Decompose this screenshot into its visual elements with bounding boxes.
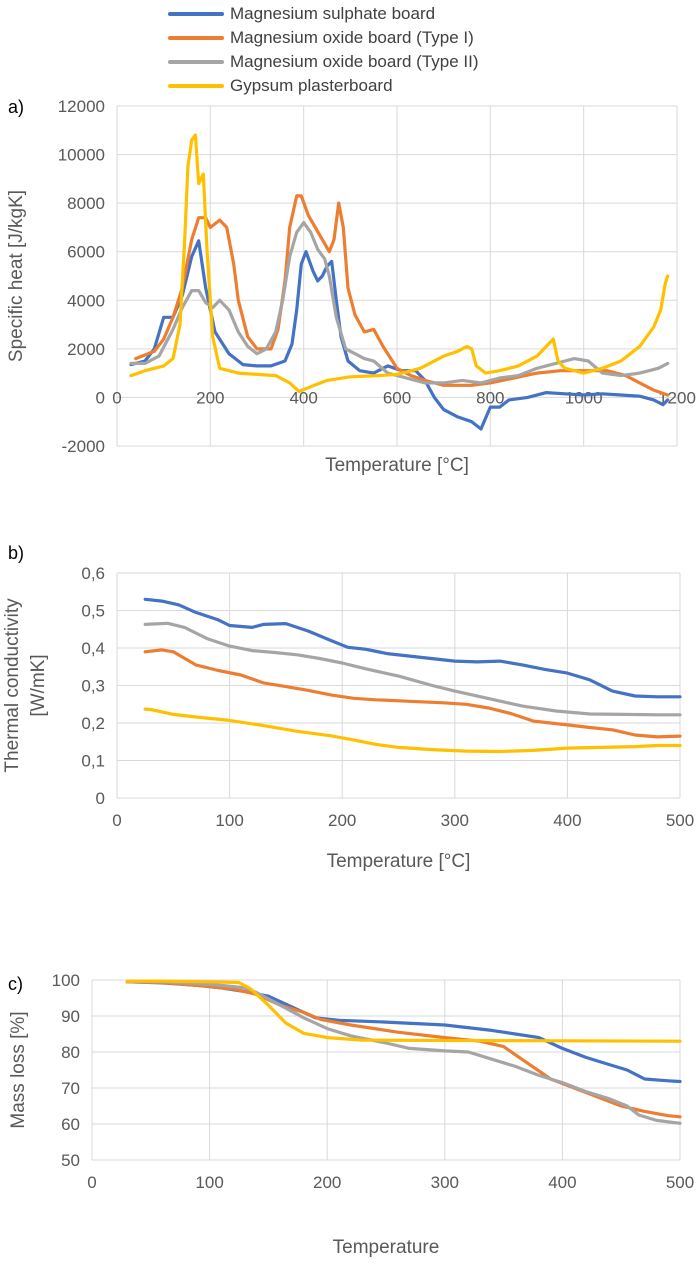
- legend-label-oxide-type2: Magnesium oxide board (Type II): [230, 52, 479, 71]
- panel-a-y-axis-title: Specific heat [J/kgK]: [6, 190, 27, 362]
- panel-a-series-line-gypsum: [129, 133, 670, 393]
- panel-a-label: a): [8, 97, 24, 117]
- panel-c-xtick-label: 200: [313, 1173, 341, 1192]
- panel-c-y-axis-title: Mass loss [%]: [8, 1011, 29, 1128]
- legend-item-gypsum: Gypsum plasterboard: [168, 74, 479, 98]
- legend-label-oxide-type1: Magnesium oxide board (Type I): [230, 28, 474, 47]
- legend-swatch-gypsum: [168, 84, 224, 88]
- legend-item-oxide-type2: Magnesium oxide board (Type II): [168, 50, 479, 74]
- panel-c-label: c): [8, 974, 23, 994]
- legend-label-sulphate: Magnesium sulphate board: [230, 4, 436, 23]
- panel-b-xtick-label: 300: [441, 811, 469, 830]
- panel-a-series-line-oxide-type1: [134, 194, 670, 397]
- panel-b-x-axis-title: Temperature [°C]: [327, 851, 471, 872]
- panel-c-x-axis-title: Temperature: [333, 1237, 440, 1258]
- panel-b-y-axis-title-line-2: [W/mK]: [28, 654, 49, 716]
- panel-b-ytick-label: 0: [96, 789, 105, 808]
- panel-a-xtick-label: 200: [196, 388, 224, 407]
- panel-c-ytick-label: 60: [61, 1115, 80, 1134]
- panel-c-ytick-label: 50: [61, 1151, 80, 1170]
- panel-b-xtick-label: 0: [112, 811, 121, 830]
- panel-b-y-axis-title-line-1: Thermal conductivity: [2, 598, 23, 773]
- panel-c-xtick-label: 300: [431, 1173, 459, 1192]
- panel-a-ytick-label: 6000: [67, 243, 105, 262]
- panel-a-ytick-label: 10000: [58, 146, 105, 165]
- legend-label-gypsum: Gypsum plasterboard: [230, 76, 393, 95]
- panel-b-xtick-label: 400: [553, 811, 581, 830]
- panel-c-ytick-label: 70: [61, 1079, 80, 1098]
- panel-b-series-line-sulphate: [143, 597, 682, 699]
- legend-swatch-oxide-type2: [168, 60, 224, 64]
- panel-c-ytick-label: 100: [52, 971, 80, 990]
- panel-b-series-line-oxide-type1: [143, 648, 682, 739]
- panel-c-series-line-gypsum: [125, 979, 682, 1043]
- panel-a-x-axis-title: Temperature [°C]: [325, 455, 469, 476]
- panel-a-xtick-label: 1000: [565, 388, 603, 407]
- panel-c-ytick-label: 80: [61, 1043, 80, 1062]
- panel-a-xtick-label: 600: [383, 388, 411, 407]
- panel-b-xtick-label: 200: [328, 811, 356, 830]
- panel-a-ytick-label: -2000: [62, 437, 105, 456]
- panel-a-xtick-label: 1200: [658, 388, 696, 407]
- panel-c-series-line-oxide-type2: [125, 980, 682, 1125]
- panel-b-xtick-label: 500: [666, 811, 694, 830]
- panel-b-series-line-gypsum: [143, 707, 682, 754]
- panel-c-series-line-oxide-type1: [125, 980, 682, 1119]
- panel-a-xtick-label: 400: [289, 388, 317, 407]
- panel-a-xtick-label: 800: [476, 388, 504, 407]
- panel-b-ytick-label: 0,3: [81, 677, 105, 696]
- panel-a-xtick-label: 0: [112, 388, 121, 407]
- panel-c-xtick-label: 100: [195, 1173, 223, 1192]
- legend-swatch-sulphate: [168, 12, 224, 16]
- panel-c-xtick-label: 500: [666, 1173, 694, 1192]
- panel-c-xtick-label: 400: [548, 1173, 576, 1192]
- panel-a-ytick-label: 4000: [67, 291, 105, 310]
- panel-a-ytick-label: 12000: [58, 97, 105, 116]
- panel-b-ytick-label: 0,1: [81, 752, 105, 771]
- legend: Magnesium sulphate board Magnesium oxide…: [168, 2, 479, 98]
- panel-b-ytick-label: 0,4: [81, 639, 105, 658]
- panel-a-ytick-label: 8000: [67, 194, 105, 213]
- panel-c-xtick-label: 0: [87, 1173, 96, 1192]
- panel-a-ytick-label: 2000: [67, 340, 105, 359]
- legend-item-oxide-type1: Magnesium oxide board (Type I): [168, 26, 479, 50]
- panel-b-label: b): [8, 543, 24, 563]
- panel-a-ytick-label: 0: [96, 388, 105, 407]
- panel-b-xtick-label: 100: [215, 811, 243, 830]
- panel-b-ytick-label: 0,5: [81, 602, 105, 621]
- panel-c-ytick-label: 90: [61, 1007, 80, 1026]
- legend-swatch-oxide-type1: [168, 36, 224, 40]
- panel-b-ytick-label: 0,6: [81, 564, 105, 583]
- legend-item-sulphate: Magnesium sulphate board: [168, 2, 479, 26]
- panel-b-ytick-label: 0,2: [81, 714, 105, 733]
- panel-b-series-line-oxide-type2: [143, 621, 682, 717]
